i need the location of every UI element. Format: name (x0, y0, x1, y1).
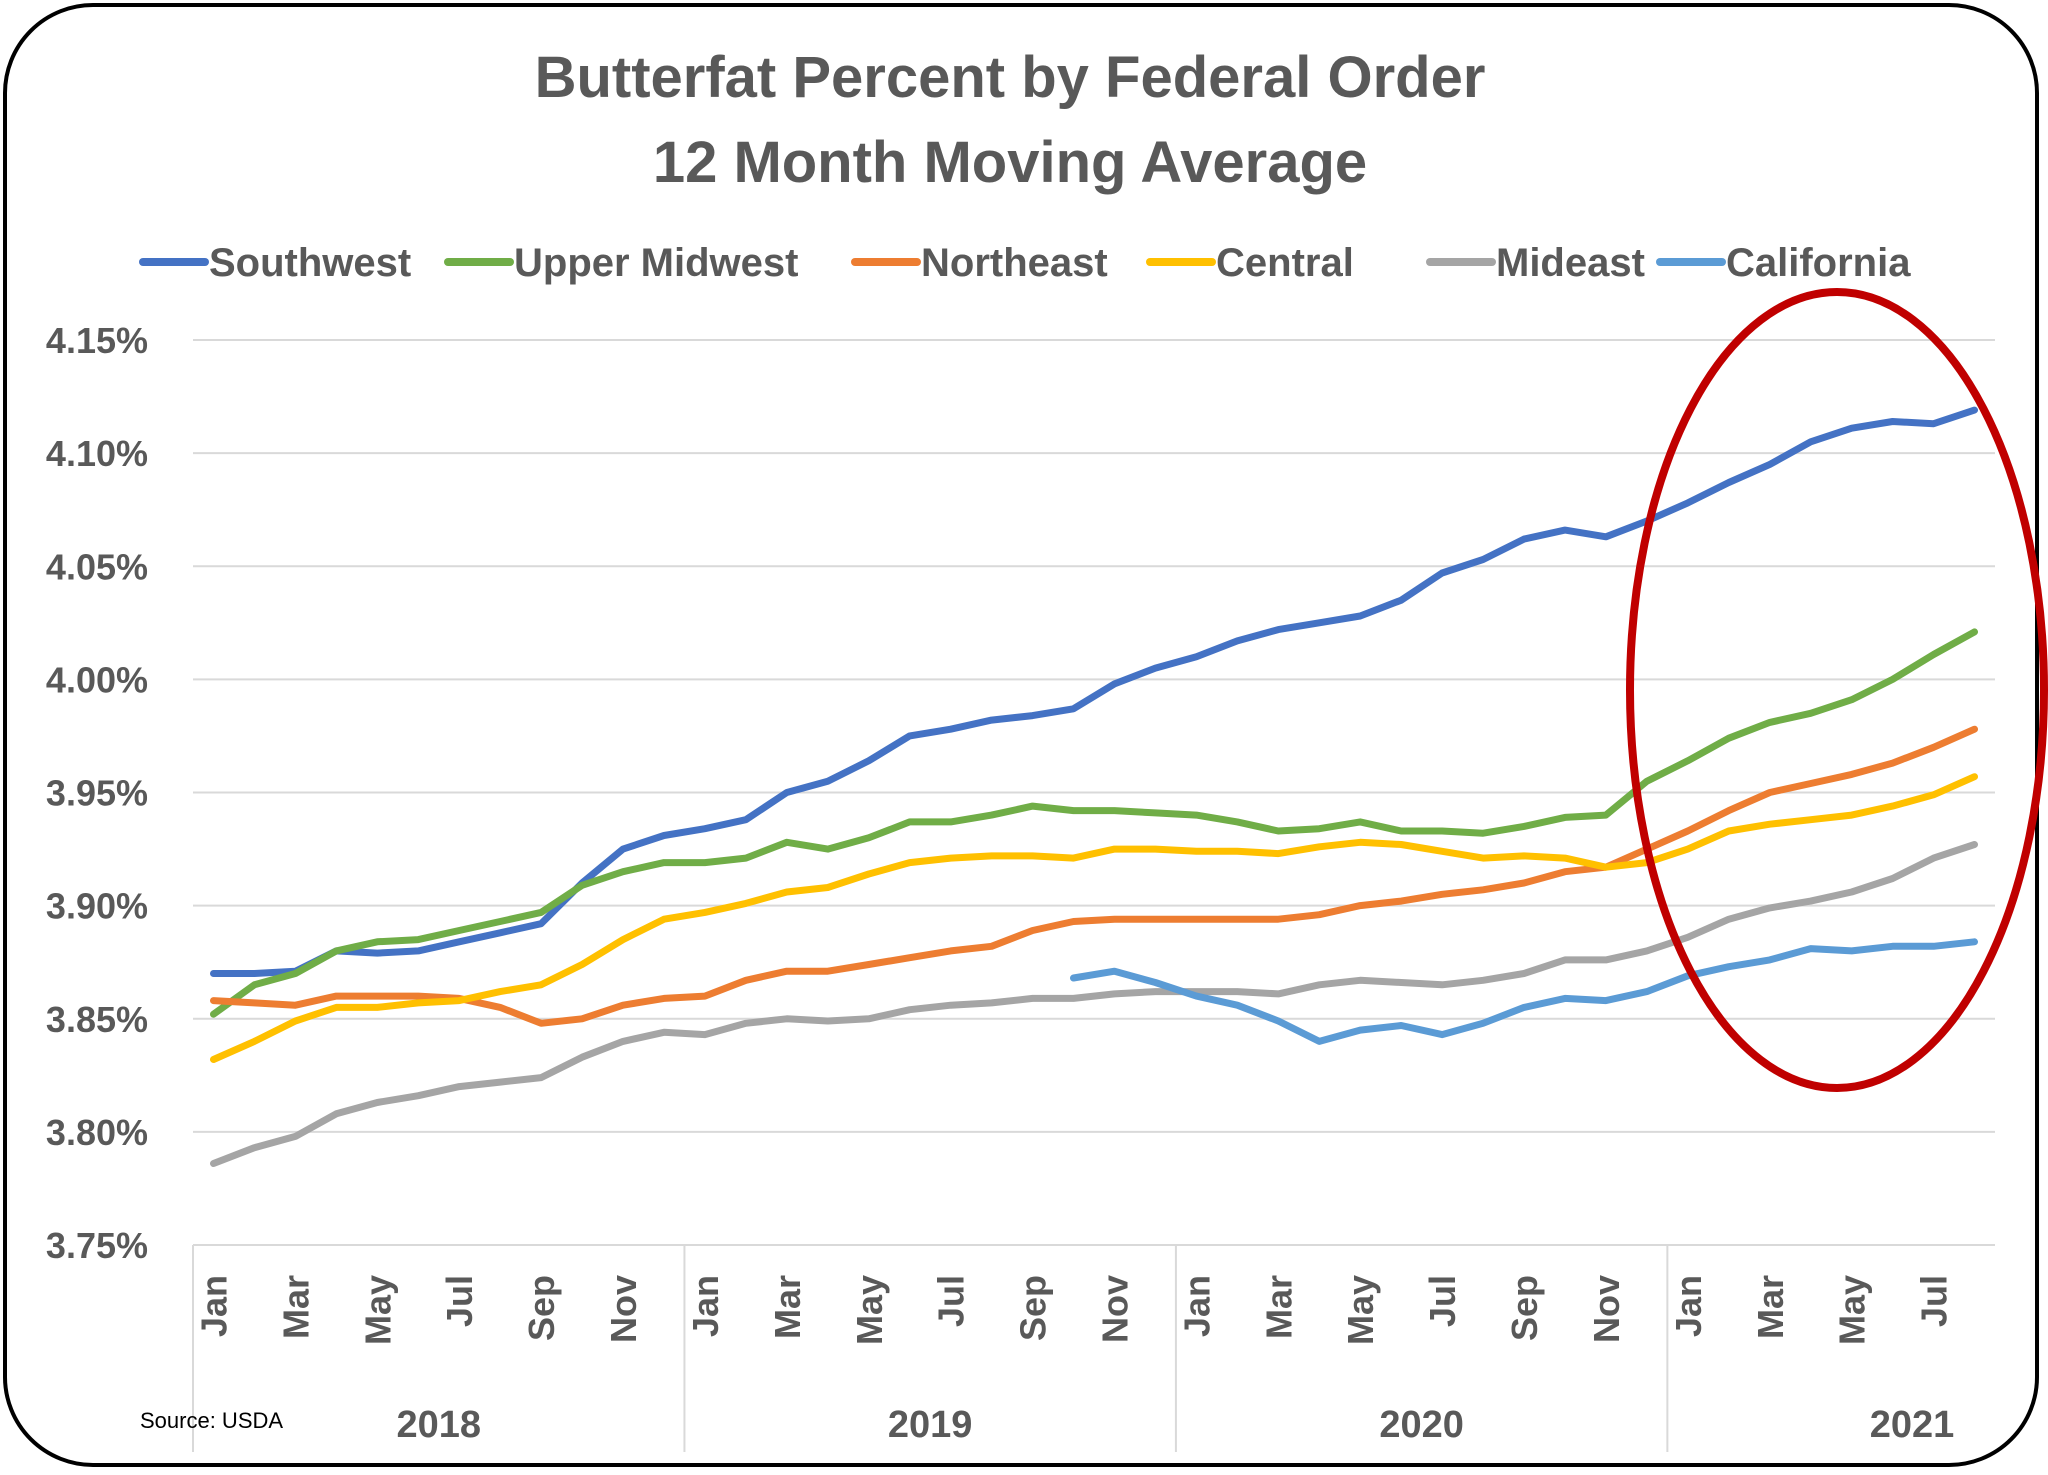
y-tick-label: 3.90% (46, 886, 148, 927)
y-tick-label: 3.85% (46, 999, 148, 1040)
y-tick-label: 4.05% (46, 546, 148, 587)
legend-label: Central (1216, 241, 1354, 285)
x-tick-label: Jan (193, 1275, 234, 1337)
legend-label: California (1726, 241, 1911, 285)
y-tick-label: 4.00% (46, 659, 148, 700)
series-line-california (1070, 938, 1978, 1045)
x-tick-label: May (357, 1275, 398, 1345)
x-tick-label: Sep (1504, 1275, 1545, 1341)
y-tick-label: 4.10% (46, 433, 148, 474)
chart-subtitle: 12 Month Moving Average (653, 130, 1367, 195)
x-tick-label: May (849, 1275, 890, 1345)
x-tick-label: Nov (1586, 1275, 1627, 1343)
series-line-mideast (210, 841, 1978, 1167)
series-line-southwest (210, 406, 1978, 977)
legend-label: Northeast (921, 241, 1108, 285)
x-tick-label: May (1832, 1275, 1873, 1345)
series-group (210, 406, 1978, 1167)
source-note: Source: USDA (140, 1408, 283, 1433)
x-tick-label: Jul (931, 1275, 972, 1327)
series-line-upper-midwest (210, 628, 1978, 1018)
x-tick-label: Jan (1668, 1275, 1709, 1337)
x-tick-label: Nov (603, 1275, 644, 1343)
x-tick-label: Mar (1750, 1275, 1791, 1339)
y-axis: 4.15% 4.10% 4.05% 4.00% 3.95% 3.90% 3.85% 3.80%… (46, 320, 148, 1266)
x-tick-label: Mar (275, 1275, 316, 1339)
legend-label: Upper Midwest (514, 241, 798, 285)
y-tick-label: 3.95% (46, 773, 148, 814)
x-tick-label: Nov (1094, 1275, 1135, 1343)
chart-title: Butterfat Percent by Federal Order (535, 45, 1486, 110)
y-tick-label: 3.80% (46, 1112, 148, 1153)
gridlines (193, 339, 1995, 1246)
series-line-central (210, 773, 1978, 1063)
year-label: 2020 (1379, 1404, 1464, 1446)
year-label: 2019 (888, 1404, 973, 1446)
x-tick-label: Sep (521, 1275, 562, 1341)
x-tick-label: Jul (1914, 1275, 1955, 1327)
chart-frame (3, 3, 2039, 1467)
x-tick-label: Mar (1258, 1275, 1299, 1339)
x-tick-label: Jan (685, 1275, 726, 1337)
x-tick-label: Jan (1176, 1275, 1217, 1337)
y-tick-label: 4.15% (46, 320, 148, 361)
y-tick-label: 3.75% (46, 1225, 148, 1266)
highlight-ellipse (1626, 288, 2048, 1092)
year-label: 2021 (1870, 1404, 1955, 1446)
legend-label: Southwest (209, 241, 411, 285)
x-tick-label: May (1340, 1275, 1381, 1345)
legend: Southwest Upper Midwest Northeast Central Mi… (139, 241, 1911, 285)
x-tick-label: Mar (767, 1275, 808, 1339)
year-label: 2018 (396, 1404, 481, 1446)
x-tick-label: Jul (1422, 1275, 1463, 1327)
x-axis: Jan Mar May Jul Sep Nov Jan Mar May Jul Sep Nov Jan M… (192, 1245, 1955, 1452)
x-tick-label: Jul (439, 1275, 480, 1327)
series-line-northeast (210, 725, 1978, 1027)
legend-label: Mideast (1496, 241, 1645, 285)
x-tick-label: Sep (1013, 1275, 1054, 1341)
